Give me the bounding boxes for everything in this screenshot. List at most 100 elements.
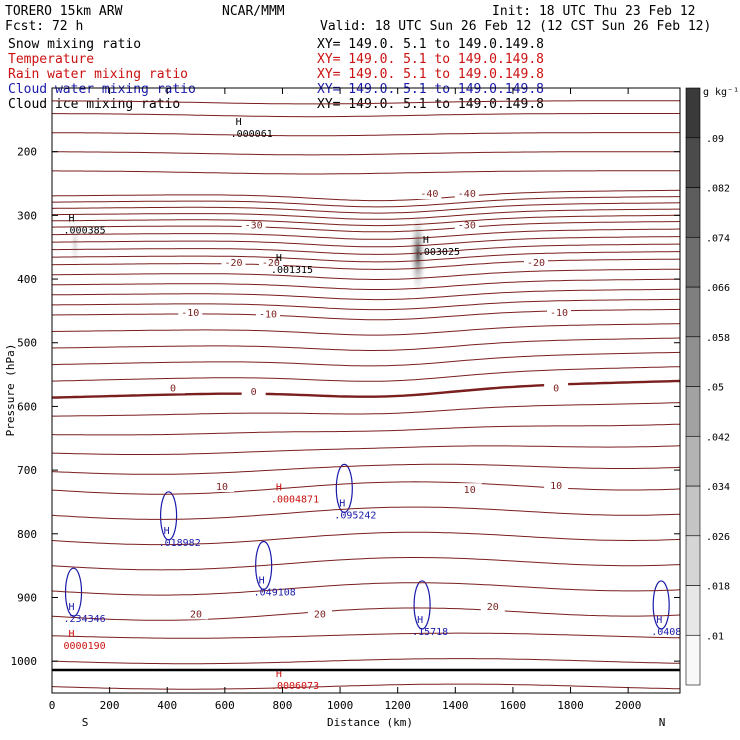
legend-field-name: Temperature	[8, 52, 94, 67]
isotherm-label: 0	[553, 383, 559, 394]
colorbar-tick-label: .058	[706, 333, 730, 344]
extremum-high-marker: H	[417, 615, 423, 626]
legend-field-name: Cloud water mixing ratio	[8, 82, 196, 97]
temperature-contours: -40 -40 -30 -30 -20 -20 -20 -10 -10 -10 0 0 0 10 10 10 2…	[51, 100, 681, 690]
x-axis-label: Distance (km)	[327, 716, 413, 729]
isotherm-label-bg	[178, 306, 203, 319]
axes: 0 200 400 600 800 1000 1200 1400 1600 1800 2000200…	[11, 88, 680, 712]
isotherm-label-bg	[160, 381, 185, 394]
extremum-high-marker: H	[259, 575, 265, 586]
colorbar-segment	[685, 485, 701, 537]
extremum-high-marker: H	[423, 235, 429, 246]
colorbar-unit: g kg⁻¹	[703, 87, 739, 98]
colorbar-segment	[685, 336, 701, 387]
header-init: Init: 18 UTC Thu 23 Feb 12	[492, 4, 696, 19]
isotherm-label: -10	[181, 308, 199, 319]
isotherm-minor-line	[51, 463, 681, 475]
isotherm-minor-line	[51, 658, 681, 665]
x-end-label-n: N	[659, 716, 666, 729]
x-tick-label: 400	[157, 699, 177, 712]
isotherm-line	[51, 379, 681, 399]
extremum-value-label: .0006073	[271, 681, 319, 692]
isotherm-minor-line	[51, 506, 681, 520]
isotherm-minor-line	[52, 402, 681, 417]
extremum-value-label: .234346	[64, 614, 106, 625]
isotherm-minor-line	[52, 151, 680, 156]
extremum-value-label: .15718	[412, 627, 448, 638]
isotherm-minor-line	[51, 278, 681, 290]
x-tick-label: 800	[273, 699, 293, 712]
colorbar-segment	[685, 535, 701, 586]
colorbar-segment	[685, 286, 701, 338]
isotherm-label: 20	[190, 609, 202, 620]
y-tick-label: 900	[17, 591, 37, 604]
cloud-water-contour	[413, 580, 431, 630]
isotherm-label: 0	[170, 383, 176, 394]
y-tick-label: 1000	[11, 655, 38, 668]
extrema-labels: H.000385H.001315H.003025H.000061H.000487…	[64, 117, 682, 692]
isotherm-minor-line	[52, 228, 681, 240]
legend-field-xy: XY= 149.0. 5.1 to 149.0.149.8	[317, 67, 544, 82]
header-fcst: Fcst: 72 h	[5, 19, 83, 34]
isotherm-label: -10	[550, 308, 568, 319]
legend-field-xy: XY= 149.0. 5.1 to 149.0.149.8	[317, 52, 544, 67]
x-tick-label: 2000	[615, 699, 642, 712]
header-model: TORERO 15km ARW	[5, 4, 123, 19]
isotherm-minor-line	[52, 268, 680, 280]
isotherm-label: -30	[458, 220, 476, 231]
colorbar-tick-label: .09	[706, 134, 724, 145]
x-tick-label: 1600	[500, 699, 527, 712]
legend-field-name: Snow mixing ratio	[8, 37, 141, 52]
isotherm-label-bg	[184, 607, 209, 620]
isotherm-label-bg	[258, 255, 283, 268]
isotherm-line	[51, 221, 681, 233]
extremum-high-marker: H	[236, 117, 242, 128]
extremum-value-label: .000061	[231, 129, 273, 140]
isotherm-minor-line	[52, 132, 680, 137]
isotherm-label-bg	[454, 187, 479, 200]
legend-field-xy: XY= 149.0. 5.1 to 149.0.149.8	[317, 82, 544, 97]
x-tick-label: 600	[215, 699, 235, 712]
colorbar-tick-label: .034	[706, 482, 730, 493]
isotherm-label-bg	[417, 187, 442, 200]
cloud-water-contour	[159, 491, 178, 541]
extremum-value-label: .0004871	[271, 494, 319, 505]
isotherm-label-bg	[523, 255, 548, 268]
x-end-label-s: S	[82, 716, 89, 729]
x-tick-label: 0	[49, 699, 56, 712]
isotherm-label-bg	[547, 306, 572, 319]
isotherm-label: 20	[487, 602, 499, 613]
colorbar-segment	[685, 87, 701, 139]
colorbar-segment	[685, 236, 701, 288]
isotherm-minor-line	[51, 423, 681, 436]
colorbar-segment	[685, 187, 701, 238]
isotherm-label: 10	[550, 481, 562, 492]
colorbar-tick-label: .05	[706, 383, 724, 394]
plot-frame	[51, 87, 681, 694]
isotherm-minor-line	[52, 236, 680, 248]
colorbar-tick-label: .026	[706, 532, 730, 543]
extremum-high-marker: H	[69, 629, 75, 640]
isotherm-label-bg	[307, 607, 332, 620]
isotherm-minor-line	[51, 632, 681, 639]
x-tick-label: 1200	[384, 699, 411, 712]
colorbar: .01 .018 .026 .034 .042 .05 .058 .066 .074 .082 .0…	[685, 87, 739, 686]
isotherm-minor-line	[51, 445, 681, 455]
isotherm-label: 10	[464, 485, 476, 496]
y-tick-label: 700	[17, 464, 37, 477]
isotherm-minor-line	[52, 113, 680, 118]
cloud-water-contour	[652, 580, 670, 630]
colorbar-segment	[685, 634, 701, 686]
colorbar-tick-label: .042	[706, 432, 730, 443]
isotherm-line	[51, 189, 681, 202]
isotherm-line	[51, 258, 681, 270]
isotherm-minor-line	[51, 531, 681, 546]
colorbar-tick-label: .082	[706, 184, 730, 195]
colorbar-segment	[685, 585, 701, 636]
isotherm-minor-line	[52, 170, 680, 175]
extremum-value-label: .003025	[418, 247, 460, 258]
colorbar-segment	[685, 435, 701, 487]
colorbar-segment	[685, 137, 701, 188]
isotherm-line	[51, 607, 681, 621]
